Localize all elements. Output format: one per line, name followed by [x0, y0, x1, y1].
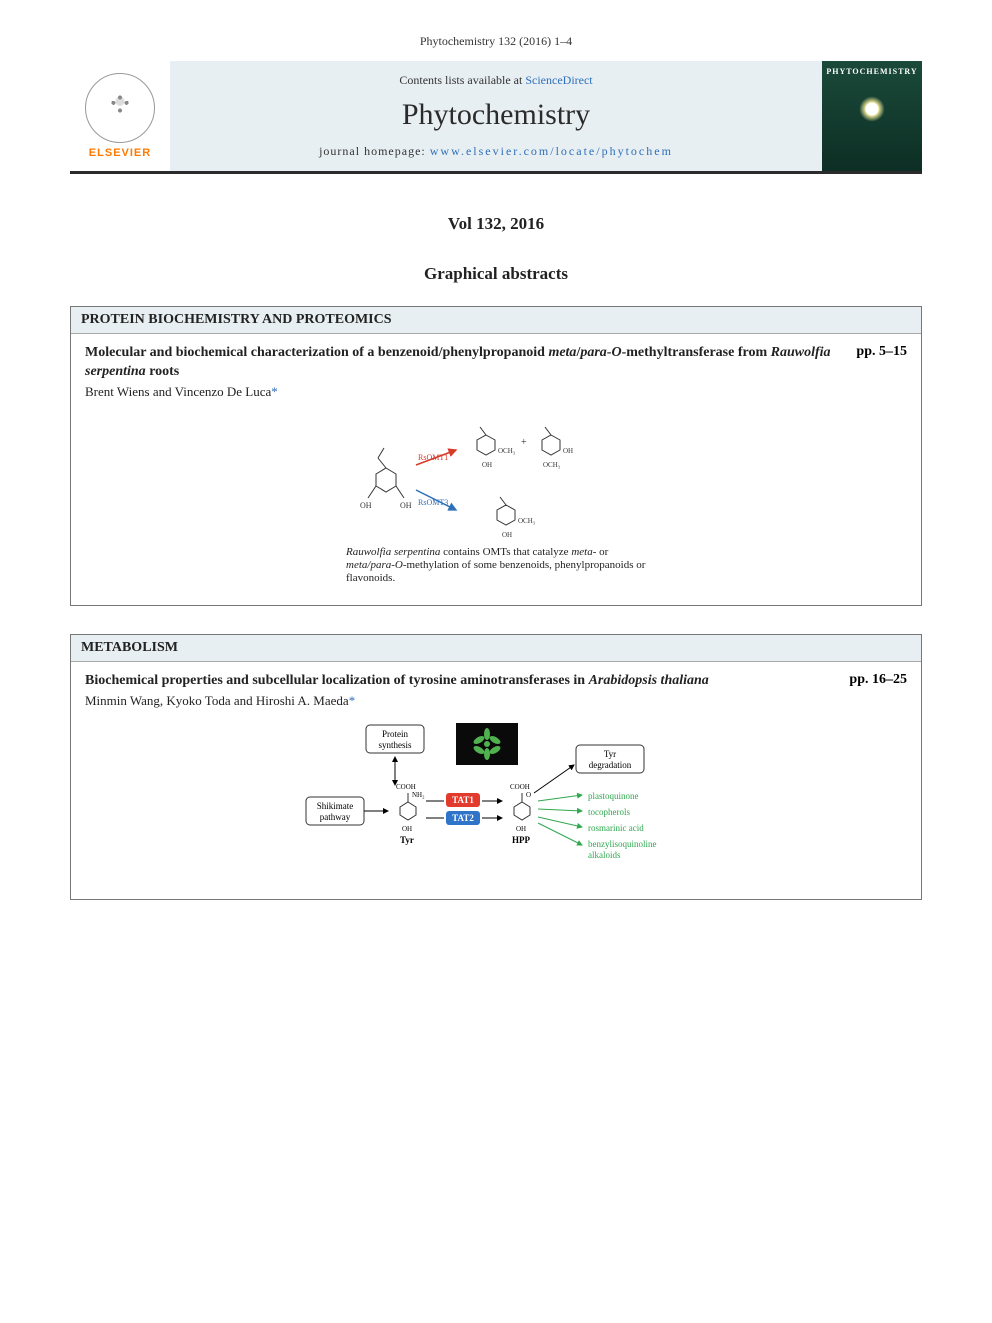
abstract-title: Biochemical properties and subcellular l… [85, 672, 709, 691]
abstract-authors: Minmin Wang, Kyoko Toda and Hiroshi A. M… [85, 693, 907, 709]
svg-text:degradation: degradation [589, 760, 632, 770]
abstract-titlebar: Biochemical properties and subcellular l… [85, 672, 907, 691]
graphical-abstract-figure: OH OH RsOMT1 RsOMT [85, 410, 907, 586]
svg-text:Protein: Protein [382, 729, 408, 739]
svg-text:benzylisoquinoline: benzylisoquinoline [588, 839, 657, 849]
masthead-center: Contents lists available at ScienceDirec… [170, 67, 822, 165]
elsevier-logo: ELSEVIER [70, 61, 170, 171]
rsomt1-arrow: RsOMT1 [416, 450, 456, 465]
homepage-link[interactable]: www.elsevier.com/locate/phytochem [430, 144, 673, 158]
svg-text:pathway: pathway [320, 812, 351, 822]
svg-text:COOH: COOH [396, 783, 416, 791]
svg-text:+: + [521, 437, 527, 448]
svg-text:tocopherols: tocopherols [588, 807, 630, 817]
svg-text:OH: OH [516, 825, 526, 833]
svg-text:TAT2: TAT2 [452, 813, 474, 823]
homepage-line: journal homepage: www.elsevier.com/locat… [170, 144, 822, 159]
contents-prefix: Contents lists available at [399, 73, 525, 87]
running-header: Phytochemistry 132 (2016) 1–4 [0, 0, 992, 61]
svg-text:Shikimate: Shikimate [317, 801, 354, 811]
abstract-pages: pp. 5–15 [856, 344, 907, 360]
svg-text:O: O [526, 791, 531, 799]
volume-heading: Vol 132, 2016 [70, 214, 922, 234]
elsevier-label: ELSEVIER [89, 147, 151, 159]
figure-caption: Rauwolfia serpentina contains OMTs that … [346, 546, 646, 586]
svg-text:COOH: COOH [510, 783, 530, 791]
svg-text:TAT1: TAT1 [452, 795, 474, 805]
homepage-prefix: journal homepage: [319, 144, 430, 158]
masthead-band: ELSEVIER Contents lists available at Sci… [70, 61, 922, 171]
abstract-body: Biochemical properties and subcellular l… [71, 662, 921, 899]
masthead: ELSEVIER Contents lists available at Sci… [70, 61, 922, 174]
graphical-abstract-figure: Protein synthesis [85, 719, 907, 879]
abstract-pages: pp. 16–25 [849, 672, 907, 688]
chem-scheme-svg: OH OH RsOMT1 RsOMT [346, 410, 646, 540]
svg-text:synthesis: synthesis [378, 740, 412, 750]
svg-text:plastoquinone: plastoquinone [588, 791, 639, 801]
svg-text:RsOMT1: RsOMT1 [418, 453, 448, 462]
rsomt3-arrow: RsOMT3 [416, 490, 456, 510]
svg-text:rosmarinic acid: rosmarinic acid [588, 823, 644, 833]
svg-text:RsOMT3: RsOMT3 [418, 498, 448, 507]
svg-text:NH₂: NH₂ [412, 791, 425, 799]
svg-text:HPP: HPP [512, 835, 530, 845]
sciencedirect-link[interactable]: ScienceDirect [525, 73, 592, 87]
svg-text:Tyr: Tyr [604, 749, 616, 759]
abstract-body: Molecular and biochemical characterizati… [71, 334, 921, 605]
svg-text:OCH₃: OCH₃ [543, 461, 561, 469]
abstract-category: METABOLISM [71, 635, 921, 662]
cover-thumb-title: PHYTOCHEMISTRY [826, 67, 917, 76]
abstract-titlebar: Molecular and biochemical characterizati… [85, 344, 907, 382]
cover-flower-icon [857, 94, 887, 124]
abstract-box: PROTEIN BIOCHEMISTRY AND PROTEOMICS Mole… [70, 306, 922, 606]
contents-line: Contents lists available at ScienceDirec… [170, 73, 822, 88]
content-area: Vol 132, 2016 Graphical abstracts PROTEI… [70, 174, 922, 900]
svg-text:OH: OH [563, 447, 573, 455]
abstract-authors: Brent Wiens and Vincenzo De Luca* [85, 384, 907, 400]
journal-title: Phytochemistry [170, 98, 822, 132]
section-heading: Graphical abstracts [70, 264, 922, 284]
journal-cover-thumb: PHYTOCHEMISTRY [822, 61, 922, 171]
pathway-svg: Protein synthesis [296, 719, 696, 879]
abstract-title: Molecular and biochemical characterizati… [85, 344, 836, 382]
svg-text:OH: OH [360, 501, 372, 510]
abstract-category: PROTEIN BIOCHEMISTRY AND PROTEOMICS [71, 307, 921, 334]
svg-text:OCH₃: OCH₃ [498, 447, 516, 455]
svg-text:OH: OH [402, 825, 412, 833]
svg-text:OH: OH [482, 461, 492, 469]
svg-text:OH: OH [400, 501, 412, 510]
elsevier-tree-icon [85, 73, 155, 143]
svg-text:Tyr: Tyr [400, 835, 414, 845]
svg-text:alkaloids: alkaloids [588, 850, 621, 860]
abstract-box: METABOLISM Biochemical properties and su… [70, 634, 922, 900]
svg-text:OCH₃: OCH₃ [518, 517, 536, 525]
svg-text:OH: OH [502, 531, 512, 539]
